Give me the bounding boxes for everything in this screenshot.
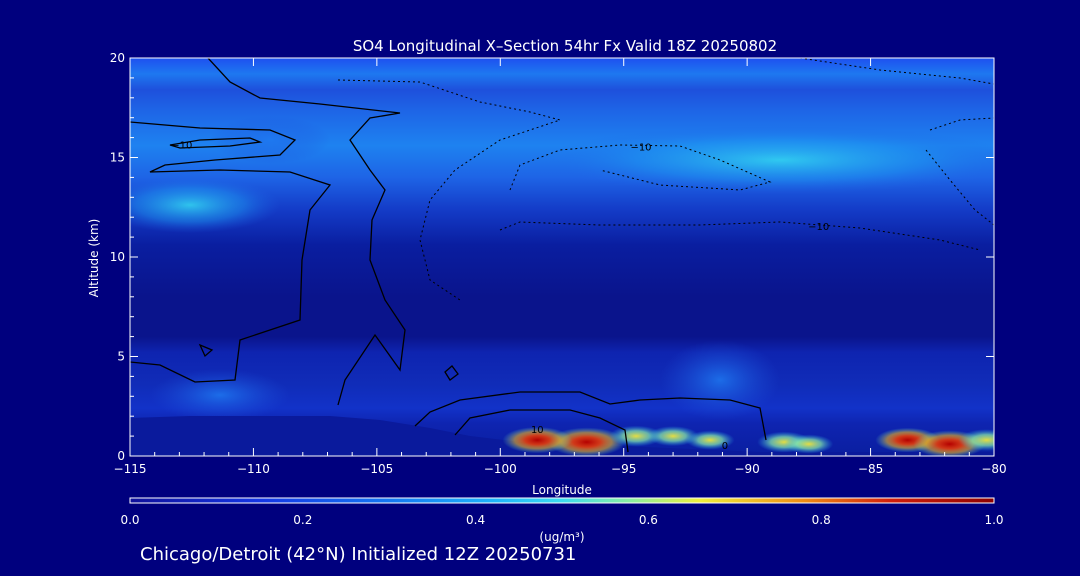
- contour-label: −10: [808, 222, 829, 233]
- footer-caption: Chicago/Detroit (42°N) Initialized 12Z 2…: [140, 544, 576, 565]
- y-axis: 0 5 10 15 20: [110, 51, 994, 463]
- hotspot: [958, 429, 994, 452]
- x-axis-label: Longitude: [532, 483, 592, 497]
- contour-west-2: [130, 121, 332, 383]
- dashed-contour-3: [499, 221, 981, 251]
- x-axis: −115 −110 −105 −100 −95 −90 −85 −80: [114, 58, 1007, 476]
- surface-hotspots: [502, 425, 994, 456]
- upper-cyan-band-west: [130, 177, 280, 233]
- colorbar-ticks: 0.0 0.2 0.4 0.6 0.8 1.0: [120, 513, 1003, 527]
- hotspot: [502, 426, 573, 454]
- x-tick-label: −110: [237, 462, 270, 476]
- hotspot: [784, 434, 834, 454]
- colorbar-tick-label: 0.0: [120, 513, 139, 527]
- colorbar-tick-label: 0.2: [293, 513, 312, 527]
- chart-title: SO4 Longitudinal X–Section 54hr Fx Valid…: [353, 37, 777, 55]
- colorbar: [129, 497, 995, 504]
- dashed-contour-5: [799, 58, 994, 85]
- contour-label: 0: [722, 441, 728, 452]
- colorbar-tick-label: 1.0: [984, 513, 1003, 527]
- contour-label: −10: [630, 143, 651, 154]
- contour-lines: [130, 58, 767, 453]
- hotspot: [685, 430, 735, 450]
- colorbar-tick-label: 0.6: [639, 513, 658, 527]
- contour-low-1: [414, 391, 767, 441]
- terrain-mask: [130, 416, 994, 456]
- upper-blue-patch: [210, 116, 330, 164]
- contour-west: [207, 58, 406, 406]
- x-tick-label: −115: [114, 462, 147, 476]
- y-axis-label: Altitude (km): [87, 219, 101, 298]
- low-blue-patch: [150, 369, 290, 421]
- contour-label: 10: [531, 425, 544, 436]
- dashed-contour-2: [509, 144, 772, 191]
- x-tick-label: −90: [734, 462, 759, 476]
- dashed-contour-1: [337, 79, 562, 301]
- upper-cyan-band: [540, 126, 994, 194]
- x-tick-label: −80: [981, 462, 1006, 476]
- y-tick-label: 0: [117, 449, 125, 463]
- colorbar-units: (ug/m³): [539, 530, 584, 544]
- plot-area: −10 −10 −10 10 0: [130, 58, 994, 456]
- contour-small-1: [169, 137, 263, 149]
- contour-small-2: [198, 343, 214, 358]
- contour-label: −10: [171, 141, 192, 152]
- colorbar-tick-label: 0.4: [466, 513, 485, 527]
- hotspot: [609, 425, 664, 447]
- y-tick-label: 15: [110, 151, 125, 165]
- y-tick-label: 10: [110, 250, 125, 264]
- contour-small-3: [444, 365, 459, 381]
- low-blue-patch-east: [660, 340, 780, 420]
- contour-labels: −10 −10 −10 10 0: [171, 141, 829, 452]
- y-tick-label: 5: [117, 350, 125, 364]
- y-tick-label: 20: [110, 51, 125, 65]
- x-tick-label: −85: [858, 462, 883, 476]
- dashed-contour-4: [925, 117, 994, 226]
- x-tick-label: −95: [611, 462, 636, 476]
- colorbar-tick-label: 0.8: [812, 513, 831, 527]
- x-tick-label: −100: [484, 462, 517, 476]
- x-tick-label: −105: [360, 462, 393, 476]
- dashed-contours: [337, 58, 994, 301]
- contour-low-2: [454, 409, 629, 453]
